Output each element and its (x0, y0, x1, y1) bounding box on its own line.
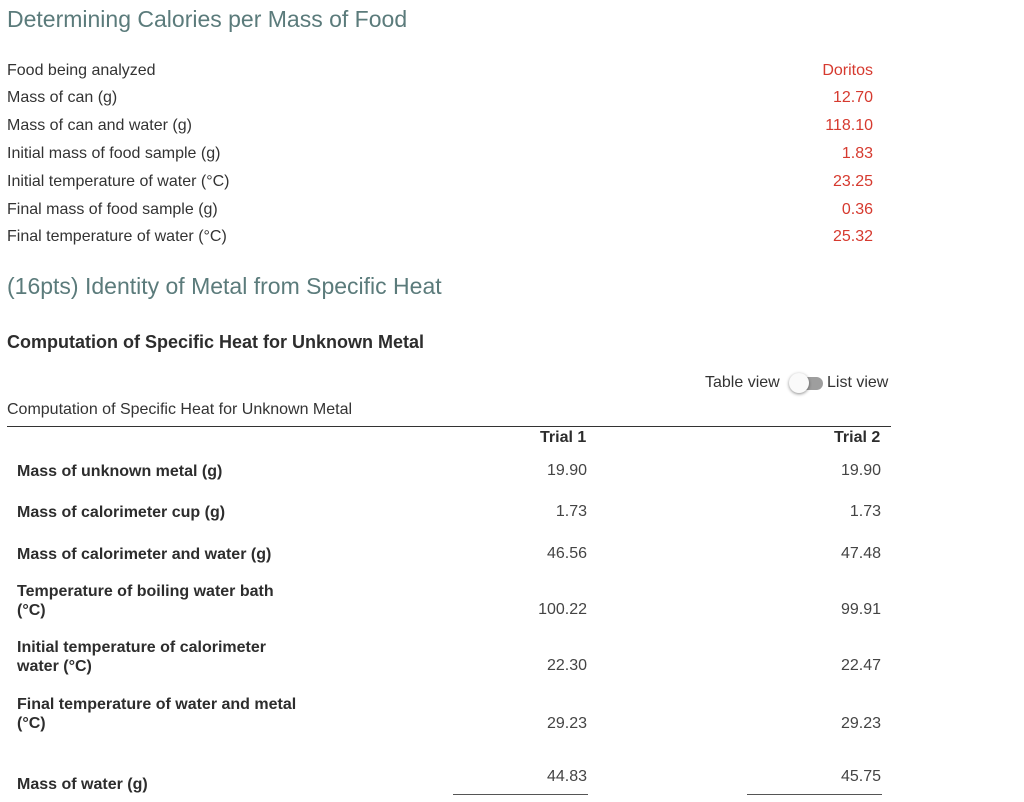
table-row-label: Mass of water (g) (17, 776, 148, 793)
row-value: 118.10 (825, 117, 873, 134)
table-row-label: Temperature of boiling water bath (°C) (17, 583, 274, 619)
row-value: 12.70 (832, 89, 873, 106)
data-row-final-temp: Final temperature of water (°C) 25.32 (7, 228, 873, 250)
table-cell-trial-1: 19.90 (546, 462, 587, 479)
section-title-metal: (16pts) Identity of Metal from Specific … (7, 273, 442, 299)
table-cell-trial-1: 22.30 (546, 657, 587, 674)
row-value: Doritos (822, 62, 873, 79)
data-row-final-mass: Final mass of food sample (g) 0.36 (7, 201, 873, 223)
table-header-rule (7, 426, 891, 427)
table-cell-trial-2: 45.75 (840, 768, 881, 785)
view-switch[interactable] (789, 373, 823, 393)
row-value: 1.83 (841, 145, 873, 162)
data-row-initial-mass: Initial mass of food sample (g) 1.83 (7, 145, 873, 167)
data-row-mass-can-water: Mass of can and water (g) 118.10 (7, 117, 873, 139)
table-row-label: Mass of calorimeter cup (g) (17, 504, 226, 521)
table-row-label: Mass of unknown metal (g) (17, 463, 223, 480)
row-value: 25.32 (832, 228, 873, 245)
column-header-trial-1: Trial 1 (540, 429, 587, 446)
row-label: Mass of can (g) (7, 89, 118, 106)
table-cell-trial-2: 99.91 (840, 601, 881, 618)
subsection-title: Computation of Specific Heat for Unknown… (7, 332, 425, 352)
table-cell-trial-2: 47.48 (840, 545, 881, 562)
row-label: Initial mass of food sample (g) (7, 145, 221, 162)
row-label: Final temperature of water (°C) (7, 228, 227, 245)
row-label: Initial temperature of water (°C) (7, 173, 230, 190)
section-title-calories: Determining Calories per Mass of Food (7, 6, 408, 32)
row-label: Mass of can and water (g) (7, 117, 192, 134)
table-row-label: Initial temperature of calorimeter water… (17, 639, 266, 675)
switch-knob[interactable] (789, 373, 809, 393)
list-view-label[interactable]: List view (827, 374, 889, 391)
table-view-label[interactable]: Table view (705, 374, 780, 391)
table-caption: Computation of Specific Heat for Unknown… (7, 401, 353, 418)
table-row-label: Mass of calorimeter and water (g) (17, 546, 272, 563)
table-cell-trial-2: 29.23 (840, 715, 881, 732)
table-row-label: Final temperature of water and metal (°C… (17, 696, 297, 732)
table-cell-trial-1: 46.56 (546, 545, 587, 562)
table-cell-trial-2: 19.90 (840, 462, 881, 479)
column-header-trial-2: Trial 2 (834, 429, 881, 446)
table-cell-trial-2: 22.47 (840, 657, 881, 674)
table-cell-trial-1: 100.22 (538, 601, 587, 618)
data-row-mass-can: Mass of can (g) 12.70 (7, 89, 873, 111)
data-row-initial-temp: Initial temperature of water (°C) 23.25 (7, 173, 873, 195)
row-label: Final mass of food sample (g) (7, 201, 218, 218)
data-row-food: Food being analyzed Doritos (7, 62, 873, 84)
table-cell-trial-1: 29.23 (546, 715, 587, 732)
table-cell-trial-1: 1.73 (555, 503, 587, 520)
cell-underline-trial-1 (453, 794, 588, 795)
row-value: 0.36 (841, 201, 873, 218)
row-label: Food being analyzed (7, 62, 156, 79)
row-value: 23.25 (832, 173, 873, 190)
cell-underline-trial-2 (747, 794, 882, 795)
table-cell-trial-1: 44.83 (546, 768, 587, 785)
table-cell-trial-2: 1.73 (849, 503, 881, 520)
